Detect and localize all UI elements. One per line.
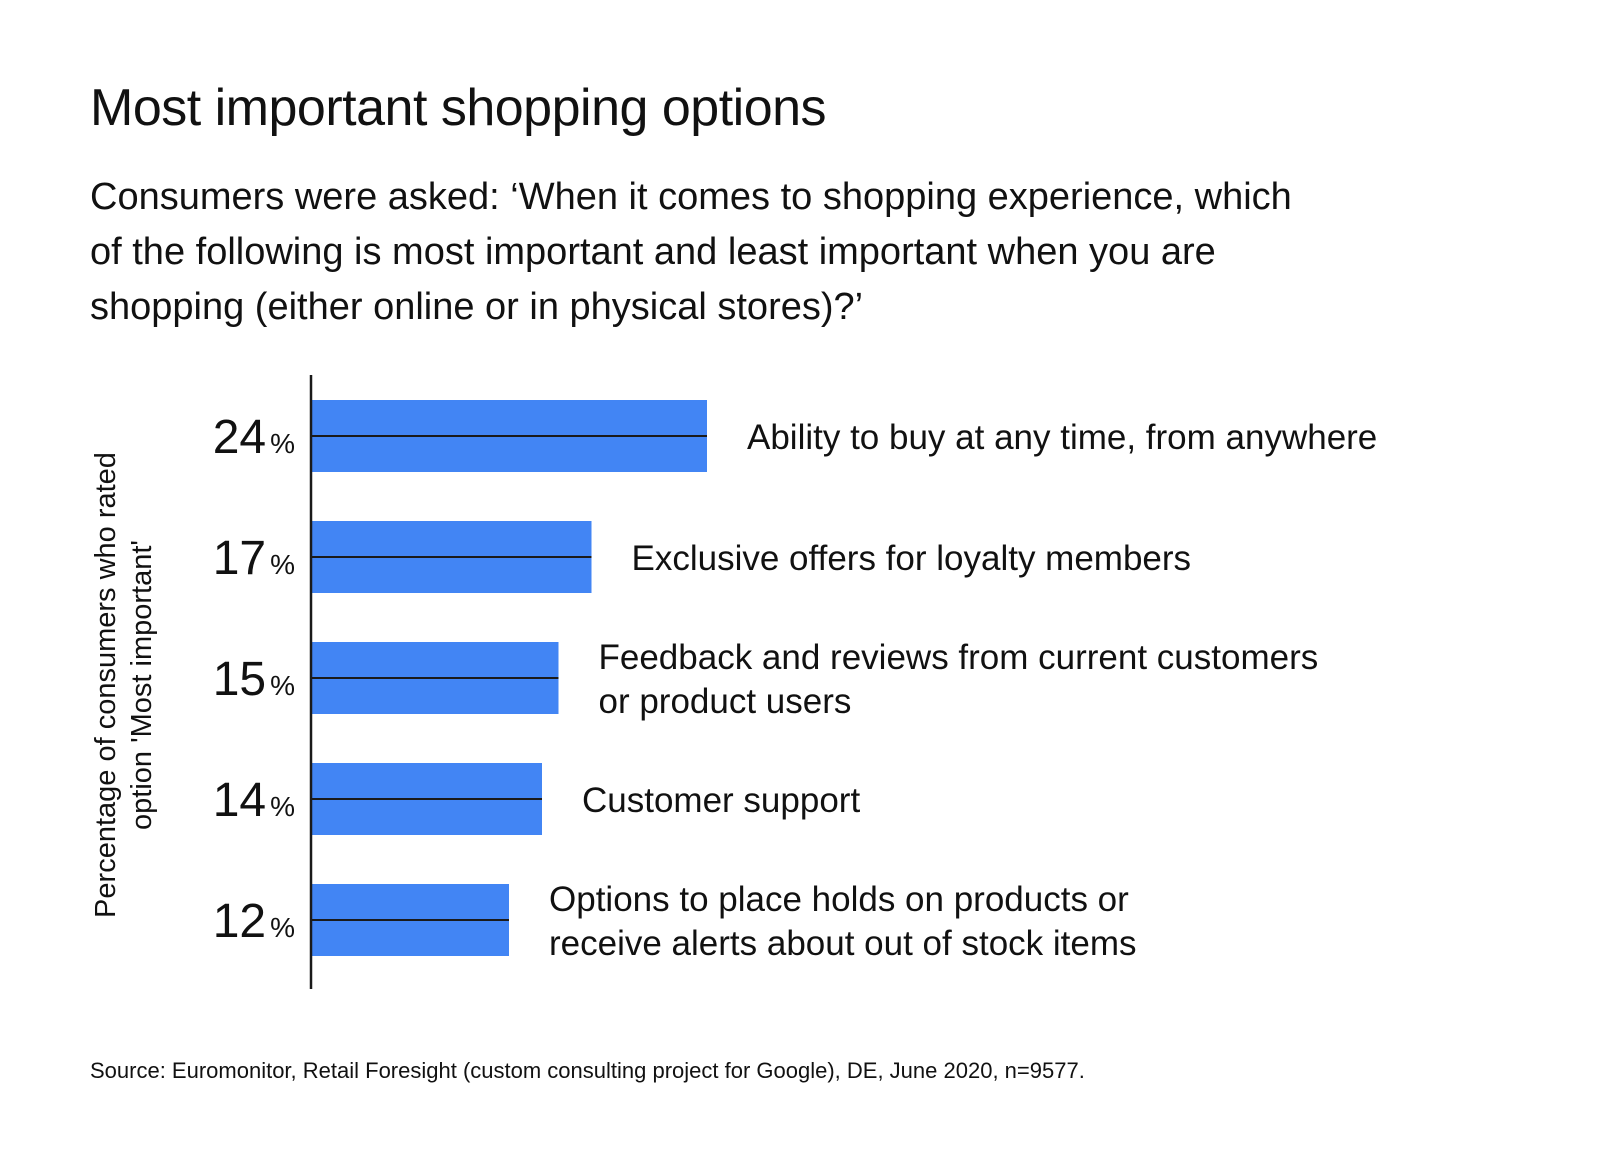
bar-chart: 24% Ability to buy at any time, from anyw… — [213, 375, 1377, 989]
data-label: 24% — [213, 411, 295, 464]
data-label: 15% — [213, 653, 295, 706]
chart-title: Most important shopping options — [90, 79, 827, 137]
source-note: Source: Euromonitor, Retail Foresight (c… — [90, 1058, 1085, 1083]
category-label: Customer support — [582, 781, 860, 820]
data-label: 14% — [213, 774, 295, 827]
subtitle-line: shopping (either online or in physical s… — [90, 286, 864, 328]
subtitle-line: of the following is most important and l… — [90, 231, 1216, 273]
category-label: Exclusive offers for loyalty members — [632, 539, 1192, 578]
category-label: Ability to buy at any time, from anywher… — [747, 418, 1377, 457]
category-label: Feedback and reviews from current custom… — [599, 638, 1319, 721]
subtitle-line: Consumers were asked: ‘When it comes to … — [90, 176, 1292, 218]
data-label: 17% — [213, 532, 295, 585]
category-label: Options to place holds on products or rec… — [549, 880, 1137, 963]
data-label: 12% — [213, 895, 295, 948]
chart-subtitle: Consumers were asked: ‘When it comes to … — [90, 170, 1490, 335]
